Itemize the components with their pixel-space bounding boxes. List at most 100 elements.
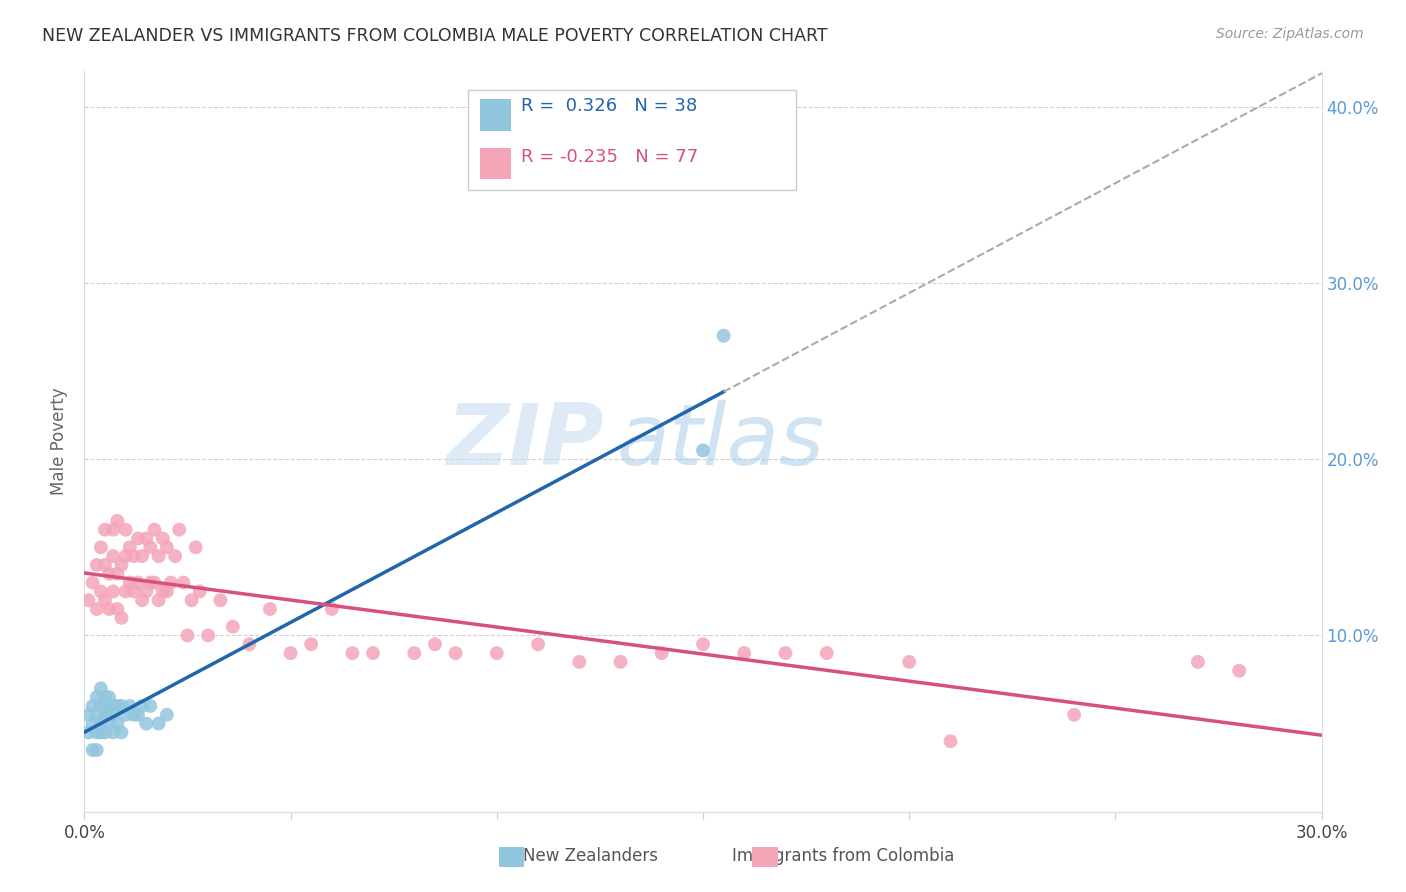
Point — [775, 646, 797, 660]
Point — [321, 602, 343, 616]
Point — [103, 725, 125, 739]
Point — [651, 646, 673, 660]
Point — [527, 637, 550, 651]
Text: NEW ZEALANDER VS IMMIGRANTS FROM COLOMBIA MALE POVERTY CORRELATION CHART: NEW ZEALANDER VS IMMIGRANTS FROM COLOMBI… — [42, 27, 828, 45]
Point — [259, 602, 281, 616]
Point — [361, 646, 384, 660]
Point — [139, 575, 162, 590]
Point — [238, 637, 260, 651]
Point — [86, 558, 108, 572]
Point — [156, 707, 179, 722]
Point — [118, 541, 141, 555]
Point — [148, 549, 170, 563]
Point — [131, 549, 153, 563]
Point — [103, 584, 125, 599]
Point — [105, 602, 128, 616]
Point — [713, 328, 735, 343]
Point — [114, 523, 136, 537]
Point — [127, 575, 149, 590]
Point — [110, 558, 132, 572]
Point — [98, 716, 121, 731]
Point — [127, 532, 149, 546]
Point — [222, 619, 245, 633]
Point — [114, 549, 136, 563]
Point — [172, 575, 194, 590]
Point — [692, 637, 714, 651]
Bar — [481, 100, 512, 130]
Point — [90, 698, 112, 713]
Point — [1187, 655, 1209, 669]
Point — [209, 593, 232, 607]
Point — [131, 698, 153, 713]
Text: R =  0.326   N = 38: R = 0.326 N = 38 — [522, 97, 697, 115]
Point — [98, 602, 121, 616]
Point — [98, 566, 121, 581]
Point — [82, 716, 104, 731]
Point — [143, 575, 166, 590]
Point — [127, 707, 149, 722]
Point — [122, 584, 145, 599]
Point — [118, 575, 141, 590]
Point — [135, 584, 157, 599]
Point — [105, 514, 128, 528]
Point — [160, 575, 183, 590]
Point — [167, 523, 190, 537]
Point — [110, 698, 132, 713]
Point — [299, 637, 322, 651]
Point — [139, 698, 162, 713]
Point — [103, 549, 125, 563]
Point — [90, 725, 112, 739]
Point — [82, 575, 104, 590]
Point — [444, 646, 467, 660]
Point — [165, 549, 187, 563]
Point — [692, 443, 714, 458]
Point — [898, 655, 921, 669]
Point — [105, 698, 128, 713]
Text: ZIP: ZIP — [446, 400, 605, 483]
Point — [94, 698, 117, 713]
Point — [404, 646, 426, 660]
Point — [135, 532, 157, 546]
Point — [122, 707, 145, 722]
Point — [180, 593, 202, 607]
Text: Immigrants from Colombia: Immigrants from Colombia — [733, 847, 955, 865]
Point — [86, 602, 108, 616]
Point — [90, 681, 112, 696]
Point — [568, 655, 591, 669]
Point — [176, 628, 198, 642]
Point — [110, 611, 132, 625]
Point — [94, 707, 117, 722]
Point — [184, 541, 207, 555]
Point — [1227, 664, 1250, 678]
Point — [485, 646, 508, 660]
Point — [135, 716, 157, 731]
Point — [152, 584, 174, 599]
Point — [110, 725, 132, 739]
Point — [148, 716, 170, 731]
Point — [94, 523, 117, 537]
Point — [94, 725, 117, 739]
Y-axis label: Male Poverty: Male Poverty — [51, 388, 69, 495]
Point — [90, 541, 112, 555]
Point — [86, 690, 108, 705]
Point — [1063, 707, 1085, 722]
Point — [82, 698, 104, 713]
Point — [90, 584, 112, 599]
Point — [131, 593, 153, 607]
Point — [423, 637, 446, 651]
Text: atlas: atlas — [616, 400, 824, 483]
Point — [342, 646, 364, 660]
Point — [77, 707, 100, 722]
Point — [77, 725, 100, 739]
Point — [90, 716, 112, 731]
Bar — [481, 147, 512, 178]
FancyBboxPatch shape — [468, 90, 796, 190]
Point — [733, 646, 755, 660]
Point — [122, 549, 145, 563]
Point — [152, 532, 174, 546]
Point — [105, 566, 128, 581]
Text: Source: ZipAtlas.com: Source: ZipAtlas.com — [1216, 27, 1364, 41]
Point — [815, 646, 838, 660]
Point — [98, 690, 121, 705]
Point — [188, 584, 211, 599]
